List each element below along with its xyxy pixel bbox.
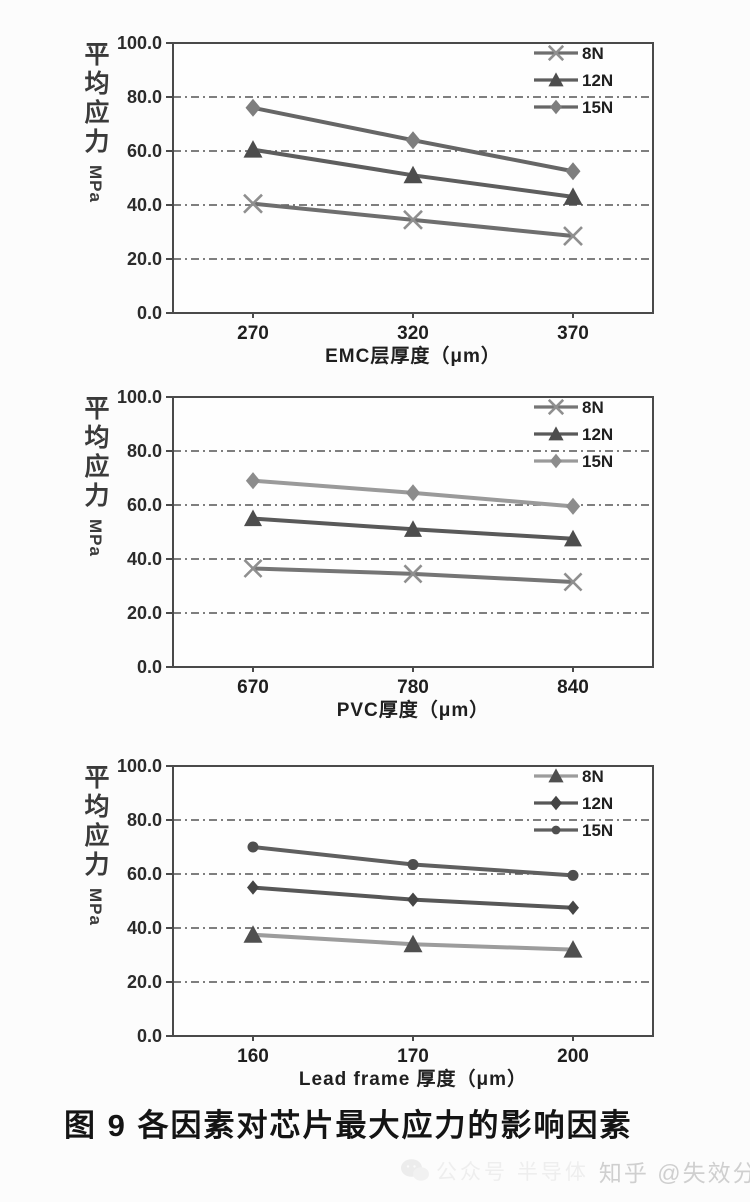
x-tick-label: 670	[237, 677, 269, 698]
marker-triangle-icon	[548, 72, 564, 87]
marker-x-icon	[547, 44, 565, 62]
y-tick-label: 40.0	[127, 549, 162, 569]
legend-label-8N: 8N	[582, 44, 604, 63]
x-tick-label: 370	[557, 323, 589, 344]
y-axis-unit: MPa	[86, 519, 105, 557]
legend-label-15N: 15N	[582, 821, 613, 840]
marker-triangle-icon	[403, 165, 423, 184]
marker-triangle-icon	[563, 187, 583, 205]
marker-diamond-icon	[565, 497, 581, 515]
y-axis-label: 平均应力 MPa	[81, 395, 109, 667]
x-tick-label: 160	[237, 1046, 269, 1067]
y-tick-label: 60.0	[127, 495, 162, 515]
x-tick-label: 780	[397, 677, 429, 698]
y-tick-label: 100.0	[117, 756, 162, 776]
marker-x-icon	[563, 226, 583, 246]
marker-triangle-icon	[563, 940, 583, 958]
y-tick-label: 60.0	[127, 864, 162, 884]
marker-triangle-icon	[243, 509, 263, 527]
marker-diamond-icon	[550, 795, 562, 811]
x-tick-label: 170	[397, 1046, 429, 1067]
x-tick-label: 200	[557, 1046, 589, 1067]
marker-x-icon	[243, 193, 263, 214]
legend-label-15N: 15N	[582, 98, 613, 117]
y-tick-label: 40.0	[127, 195, 162, 215]
marker-circle-icon	[567, 869, 579, 881]
chart-block-pvc: 平均应力 MPa 0.0 20.0 40.0 60.0 80.0 100.0 670 780 84…	[0, 379, 750, 727]
marker-diamond-icon	[247, 880, 259, 895]
marker-circle-icon	[247, 841, 259, 853]
marker-x-icon	[243, 558, 263, 578]
y-axis-label: 平均应力 MPa	[81, 764, 109, 1036]
marker-diamond-icon	[550, 453, 562, 469]
y-axis-unit: MPa	[86, 888, 105, 926]
marker-x-icon	[403, 209, 423, 230]
marker-x-icon	[403, 564, 423, 584]
legend-label-8N: 8N	[582, 767, 604, 786]
y-tick-label: 100.0	[117, 387, 162, 407]
legend-label-8N: 8N	[582, 398, 604, 417]
y-axis-label: 平均应力 MPa	[81, 41, 109, 313]
y-tick-label: 60.0	[127, 141, 162, 161]
chart-block-leadframe: 平均应力 MPa 0.0 20.0 40.0 60.0 80.0 100.0 160 170 20…	[0, 748, 750, 1096]
y-axis-unit: MPa	[86, 165, 105, 203]
marker-diamond-icon	[405, 131, 421, 150]
marker-diamond-icon	[565, 162, 581, 181]
y-tick-label: 20.0	[127, 972, 162, 992]
y-tick-label: 80.0	[127, 810, 162, 830]
y-tick-label: 80.0	[127, 441, 162, 461]
chart-block-emc: 平均应力 MPa 0.0 20.0 40.0 60.0 80.0 100.0 270 320 37…	[0, 25, 750, 373]
marker-triangle-icon	[403, 934, 423, 953]
marker-triangle-icon	[243, 140, 263, 158]
legend-label-12N: 12N	[582, 425, 613, 444]
y-axis-label-text: 平均应力	[81, 41, 109, 157]
y-tick-label: 40.0	[127, 918, 162, 938]
y-tick-label: 0.0	[137, 303, 162, 323]
x-axis-label: Lead frame 厚度（μm）	[298, 1069, 528, 1090]
x-tick-label: 320	[397, 323, 429, 344]
legend-label-12N: 12N	[582, 794, 613, 813]
y-tick-label: 0.0	[137, 657, 162, 677]
watermark-faint-text: 公众号 半导体	[436, 1161, 589, 1184]
y-tick-label: 100.0	[117, 33, 162, 53]
y-tick-label: 0.0	[137, 1026, 162, 1046]
watermark-main-text: 知乎 @失效分析	[598, 1160, 750, 1186]
y-axis-label-text: 平均应力	[81, 395, 109, 511]
y-tick-label: 20.0	[127, 603, 162, 623]
line-chart-leadframe: 0.0 20.0 40.0 60.0 80.0 100.0 160 170 200 8N 12N 15…	[117, 756, 654, 1067]
legend-label-15N: 15N	[582, 452, 613, 471]
marker-triangle-icon	[403, 520, 423, 537]
marker-diamond-icon	[405, 484, 421, 502]
x-axis-label: EMC层厚度（μm）	[325, 346, 501, 367]
marker-diamond-icon	[245, 98, 261, 117]
marker-triangle-icon	[548, 426, 564, 441]
line-chart-emc: 0.0 20.0 40.0 60.0 80.0 100.0 270 320 370 8N 12N 15…	[117, 33, 654, 344]
marker-triangle-icon	[563, 529, 583, 547]
legend-label-12N: 12N	[582, 71, 613, 90]
figure-caption: 图 9 各因素对芯片最大应力的影响因素	[64, 1108, 633, 1143]
marker-circle-icon	[407, 859, 419, 871]
x-tick-label: 840	[557, 677, 589, 698]
y-tick-label: 20.0	[127, 249, 162, 269]
line-chart-pvc: 0.0 20.0 40.0 60.0 80.0 100.0 670 780 840 8N 12N 15…	[117, 387, 654, 698]
marker-triangle-icon	[243, 925, 263, 943]
marker-x-icon	[563, 572, 583, 592]
y-axis-label-text: 平均应力	[81, 764, 109, 880]
marker-x-icon	[547, 398, 565, 416]
x-tick-label: 270	[237, 323, 269, 344]
marker-circle-icon	[551, 825, 561, 835]
wechat-icon	[401, 1159, 429, 1181]
x-axis-label: PVC厚度（μm）	[336, 700, 490, 721]
y-tick-label: 80.0	[127, 87, 162, 107]
marker-diamond-icon	[550, 99, 562, 115]
watermark: 公众号 半导体 知乎 @失效分析	[400, 1154, 750, 1188]
marker-diamond-icon	[567, 900, 579, 915]
marker-triangle-icon	[548, 768, 564, 783]
